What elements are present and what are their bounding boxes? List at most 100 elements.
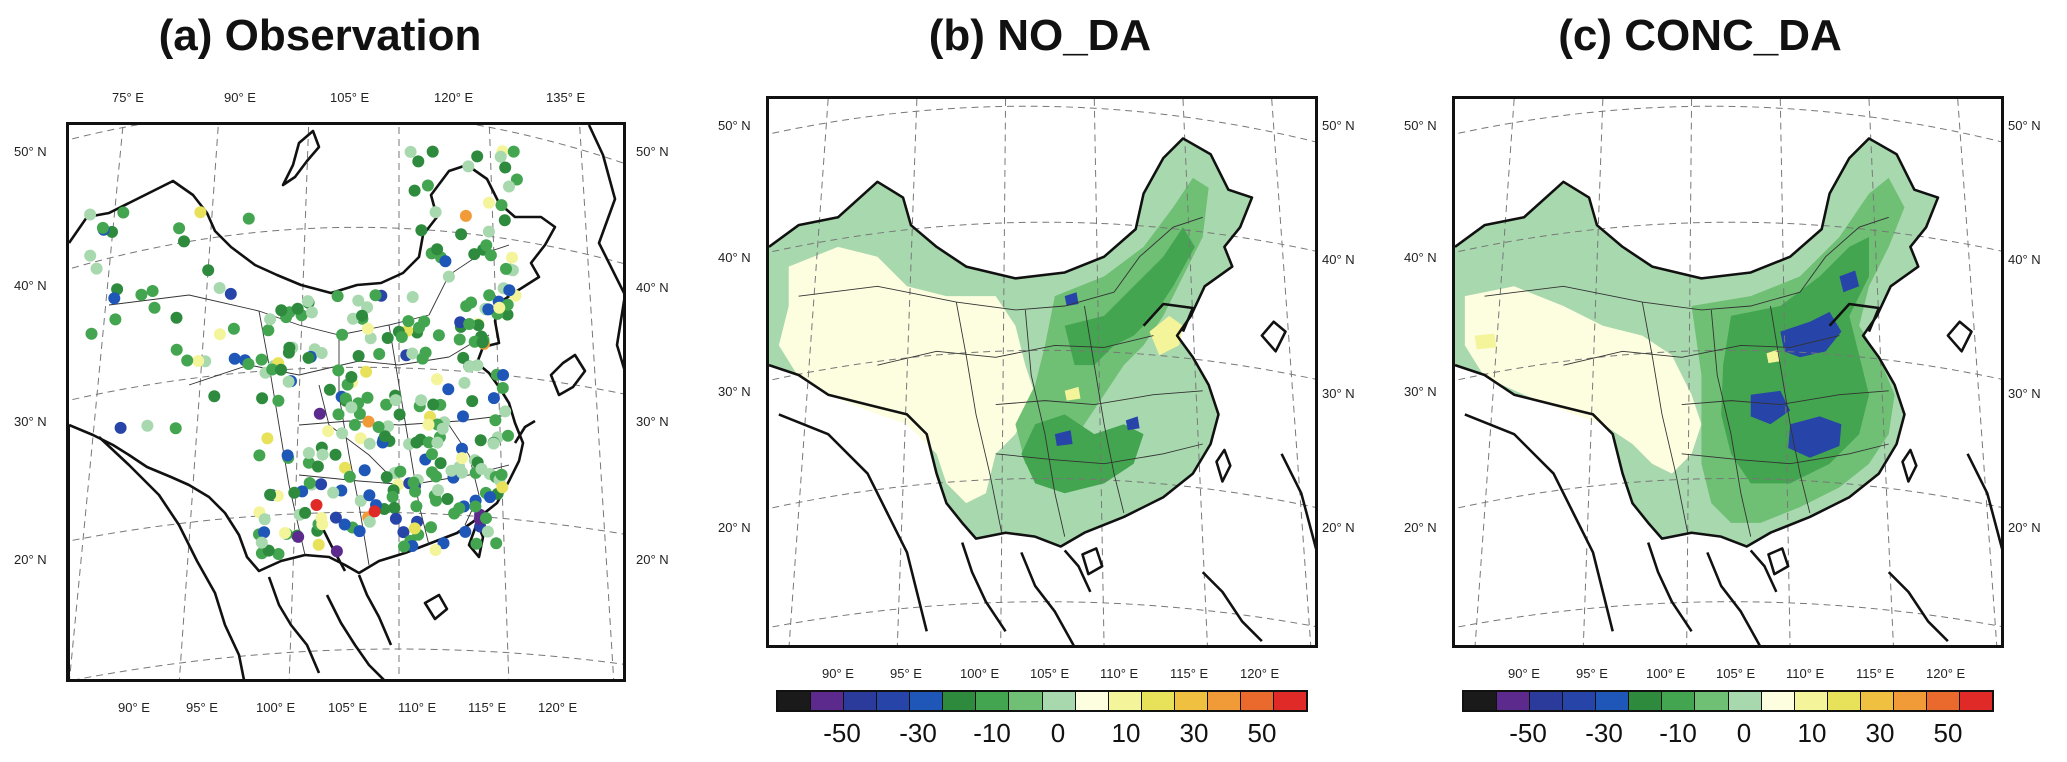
lat-label: 20° N <box>1404 520 1437 535</box>
station-dot <box>358 464 371 477</box>
lon-label: 120° E <box>1926 666 1966 681</box>
lat-label: 40° N <box>636 280 669 295</box>
station-dot <box>356 309 368 322</box>
station-dot <box>429 544 442 556</box>
station-dot <box>480 239 493 252</box>
colorbar-swatch <box>1728 692 1762 710</box>
station-dot <box>429 206 442 219</box>
station-dot <box>347 312 359 325</box>
station-dot <box>487 392 500 405</box>
lon-label: 115° E <box>1856 666 1895 681</box>
station-dot <box>454 316 467 329</box>
colorbar-tick-label: -10 <box>973 718 1011 748</box>
station-dot <box>338 518 351 531</box>
station-dot <box>364 332 377 345</box>
station-dot <box>275 363 287 376</box>
colorbar-swatch <box>910 692 944 710</box>
colorbar-swatch <box>1497 692 1531 710</box>
station-dot <box>282 375 295 388</box>
colorbar-swatch <box>811 692 845 710</box>
station-dot <box>407 476 420 489</box>
station-dot <box>303 477 316 489</box>
station-dot <box>292 530 305 543</box>
station-dot <box>499 161 512 174</box>
station-dot <box>146 285 159 297</box>
colorbar-swatch <box>1141 692 1175 710</box>
station-dot <box>363 489 376 502</box>
country-outline <box>1455 137 2001 645</box>
colorbar-swatch <box>1827 692 1861 710</box>
station-dot <box>380 471 393 484</box>
station-dot <box>363 515 376 528</box>
land-field <box>1455 138 1938 547</box>
colorbar-tick-label: 10 <box>1797 718 1827 748</box>
low-change-area <box>828 321 888 358</box>
station-dot <box>421 179 434 192</box>
station-dot <box>431 373 443 386</box>
colorbar-swatch <box>976 692 1010 710</box>
station-dot <box>331 290 344 303</box>
station-dot <box>393 408 406 421</box>
station-dot <box>484 491 496 504</box>
station-dot <box>352 294 365 307</box>
lat-label: 50° N <box>1404 118 1437 133</box>
lat-label: 50° N <box>14 144 47 159</box>
increase-area <box>1474 333 1497 350</box>
panel-b-title: (b) NO_DA <box>928 11 1152 60</box>
station-dot <box>510 173 523 186</box>
station-dot <box>426 448 438 461</box>
station-dot <box>108 292 121 305</box>
colorbar-swatch <box>1207 692 1241 710</box>
station-dot <box>395 331 408 343</box>
colorbar-tick-label: -50 <box>1509 718 1547 748</box>
lat-label: 20° N <box>1322 520 1355 535</box>
lat-label: 50° N <box>636 144 669 159</box>
colorbar-swatch <box>1860 692 1894 710</box>
lat-label: 20° N <box>2008 520 2041 535</box>
station-dot <box>327 486 340 499</box>
lat-label: 40° N <box>2008 252 2041 267</box>
colorbar-swatch <box>1596 692 1630 710</box>
colorbar-tick-label: 0 <box>1050 718 1066 748</box>
max-decrease-area <box>1788 416 1842 458</box>
station-dot <box>255 353 268 366</box>
station-dot <box>463 318 476 330</box>
station-dot <box>494 150 507 163</box>
station-dot <box>255 536 268 549</box>
station-dot <box>361 391 374 404</box>
station-dot <box>474 434 487 447</box>
lon-label: 100° E <box>960 666 1000 681</box>
lon-label: 75° E <box>112 90 144 105</box>
lat-label: 30° N <box>2008 386 2041 401</box>
station-dot <box>507 145 520 158</box>
strong-decrease-area <box>1064 227 1195 366</box>
station-dot <box>386 490 399 503</box>
station-dot <box>368 505 381 518</box>
colorbar-tick-label: 10 <box>1111 718 1141 748</box>
station-dot <box>262 544 275 557</box>
station-dot <box>242 212 255 225</box>
station-dot <box>84 208 97 221</box>
station-dot <box>490 537 503 550</box>
station-dot <box>352 350 365 362</box>
lon-label: 105° E <box>1030 666 1070 681</box>
station-dot <box>415 224 428 237</box>
station-dot <box>409 485 422 498</box>
colorbar-swatch <box>943 692 977 710</box>
station-dot <box>475 463 488 475</box>
station-dot <box>316 448 329 461</box>
lon-label: 120° E <box>538 700 578 715</box>
station-dot <box>299 506 312 519</box>
colorbar-swatch <box>1893 692 1927 710</box>
station-dot <box>282 346 295 359</box>
colorbar-swatch <box>1794 692 1828 710</box>
station-dot <box>496 481 509 494</box>
increase-area <box>1064 386 1081 401</box>
colorbar-swatch <box>1240 692 1274 710</box>
station-dot <box>302 456 315 469</box>
colorbar-tick-label: -50 <box>823 718 861 748</box>
station-dot <box>389 394 402 407</box>
lat-label: 20° N <box>718 520 751 535</box>
lat-label: 50° N <box>718 118 751 133</box>
colorbar-swatch <box>1042 692 1076 710</box>
